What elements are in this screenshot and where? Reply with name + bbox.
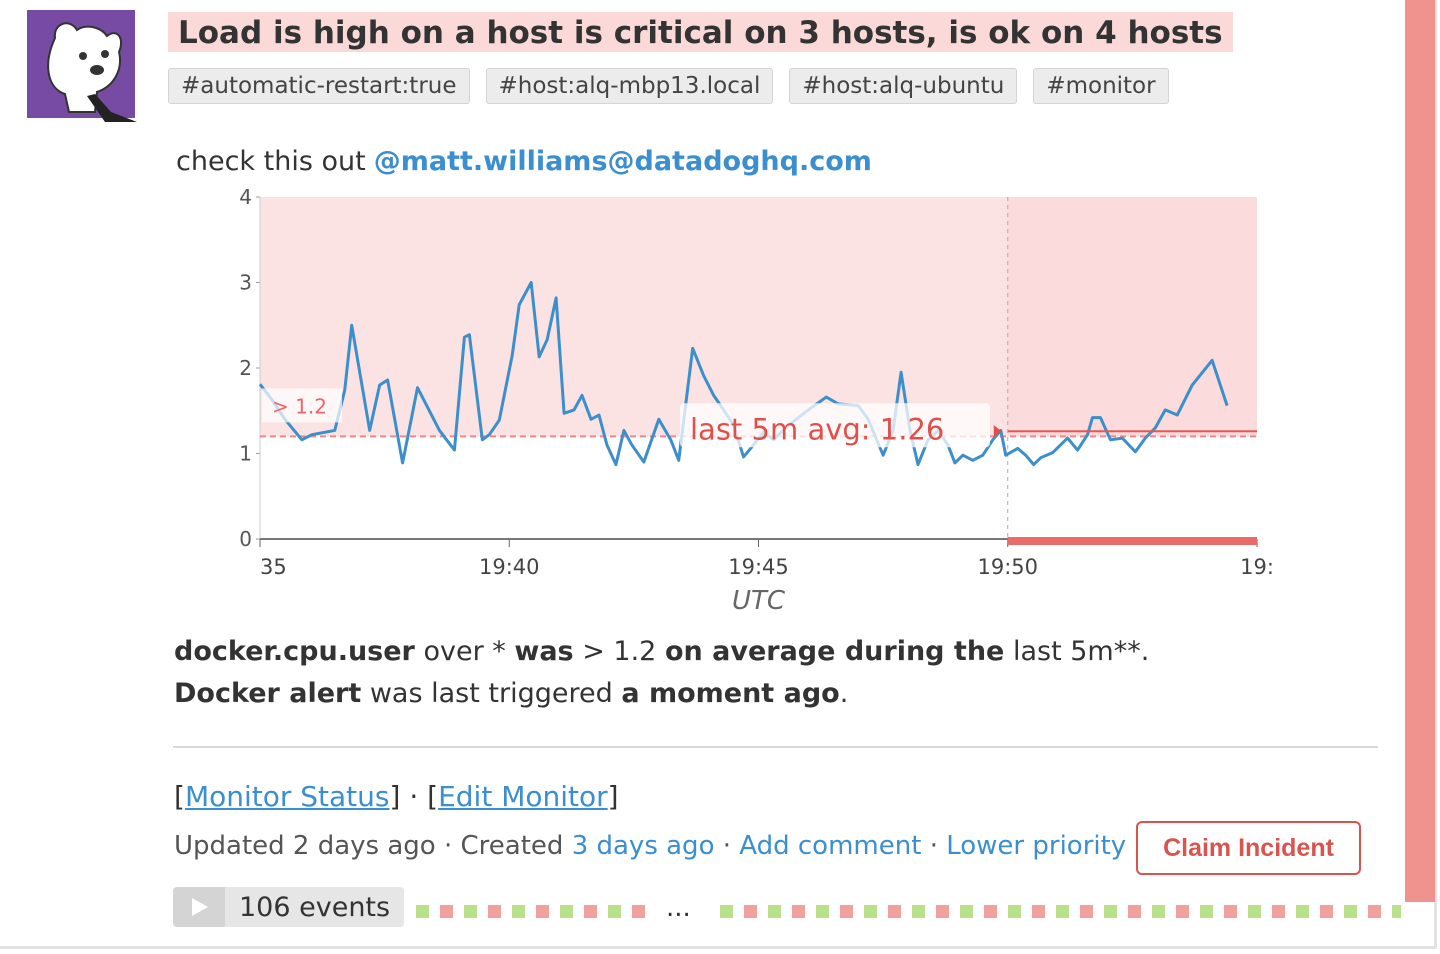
separator: · xyxy=(722,831,732,861)
tag[interactable]: #host:alq-ubuntu xyxy=(789,68,1018,104)
average-label-bg xyxy=(680,403,990,448)
tag[interactable]: #automatic-restart:true xyxy=(168,68,470,104)
text: was xyxy=(514,636,574,667)
separator: · xyxy=(409,780,419,813)
y-tick-label: 4 xyxy=(239,185,252,209)
text: was last triggered xyxy=(369,678,613,709)
link[interactable]: Monitor Status xyxy=(184,780,390,813)
average-arrow xyxy=(993,425,1002,438)
bracket: ] xyxy=(389,780,401,813)
link[interactable]: Edit Monitor xyxy=(438,780,608,813)
meta: Updated 2 days ago · Created 3 days ago … xyxy=(174,831,1126,861)
y-tick-label: 3 xyxy=(239,271,252,295)
threshold-label-bg xyxy=(262,388,342,423)
series-line xyxy=(258,281,1229,467)
text: docker.cpu.user xyxy=(174,636,415,667)
text: last 5m**. xyxy=(1012,636,1150,667)
text: * xyxy=(492,636,506,667)
average-label: last 5m avg: 1.26 xyxy=(690,412,944,446)
x-tick-label: 35 xyxy=(260,555,287,579)
play-icon[interactable] xyxy=(173,887,225,927)
x-tick-label: 19:40 xyxy=(479,555,540,579)
threshold-label: > 1.2 xyxy=(272,394,327,418)
x-tick-label: 19:45 xyxy=(728,555,789,579)
x-axis-label: UTC xyxy=(732,586,786,616)
divider xyxy=(173,746,1378,748)
message: check this out @matt.williams@datadoghq.c… xyxy=(176,146,872,177)
event-history xyxy=(416,905,645,918)
bracket: [ xyxy=(174,780,185,813)
status-stripe xyxy=(1405,0,1435,902)
text: Created xyxy=(460,831,564,861)
bracket: [ xyxy=(427,780,439,813)
text: > 1.2 xyxy=(582,636,657,667)
x-tick-label: 19:50 xyxy=(977,555,1038,579)
link[interactable]: 3 days ago xyxy=(571,831,715,861)
event-history xyxy=(720,905,1401,918)
links: [Monitor Status] · [Edit Monitor] xyxy=(174,780,619,813)
y-tick-label: 2 xyxy=(239,356,252,380)
text: Updated 2 days ago xyxy=(174,831,436,861)
tag[interactable]: #monitor xyxy=(1033,68,1169,104)
events-count: 106 events xyxy=(239,891,391,923)
text: over xyxy=(423,636,484,667)
mention[interactable]: @matt.williams@datadoghq.com xyxy=(373,146,872,177)
tag-list: #automatic-restart:true #host:alq-mbp13.… xyxy=(168,68,1169,104)
x-tick-label: 19: xyxy=(1240,555,1274,579)
events-toggle[interactable]: 106 events xyxy=(173,887,404,927)
alert-bar xyxy=(1007,537,1257,545)
logo xyxy=(27,10,137,122)
text: a moment ago xyxy=(621,678,840,709)
text: . xyxy=(839,678,849,709)
message-line: docker.cpu.user over * was > 1.2 on aver… xyxy=(174,636,1149,667)
text: Docker alert xyxy=(174,678,362,709)
message-line: Docker alert was last triggered a moment… xyxy=(174,678,848,709)
link[interactable]: Lower priority xyxy=(946,831,1127,861)
tag[interactable]: #host:alq-mbp13.local xyxy=(485,68,774,104)
claim-button[interactable]: Claim Incident xyxy=(1136,821,1361,875)
message-text: check this out xyxy=(176,146,366,177)
text: on average during the xyxy=(664,636,1005,667)
y-tick-label: 0 xyxy=(239,527,252,551)
alert-window xyxy=(1007,197,1257,437)
ellipsis: ... xyxy=(666,893,691,923)
event-title: Load is high on a host is critical on 3 … xyxy=(168,12,1233,52)
separator: · xyxy=(443,831,453,861)
bracket: ] xyxy=(607,780,619,813)
y-tick-label: 1 xyxy=(239,442,252,466)
separator: · xyxy=(929,831,938,861)
link[interactable]: Add comment xyxy=(739,831,922,861)
